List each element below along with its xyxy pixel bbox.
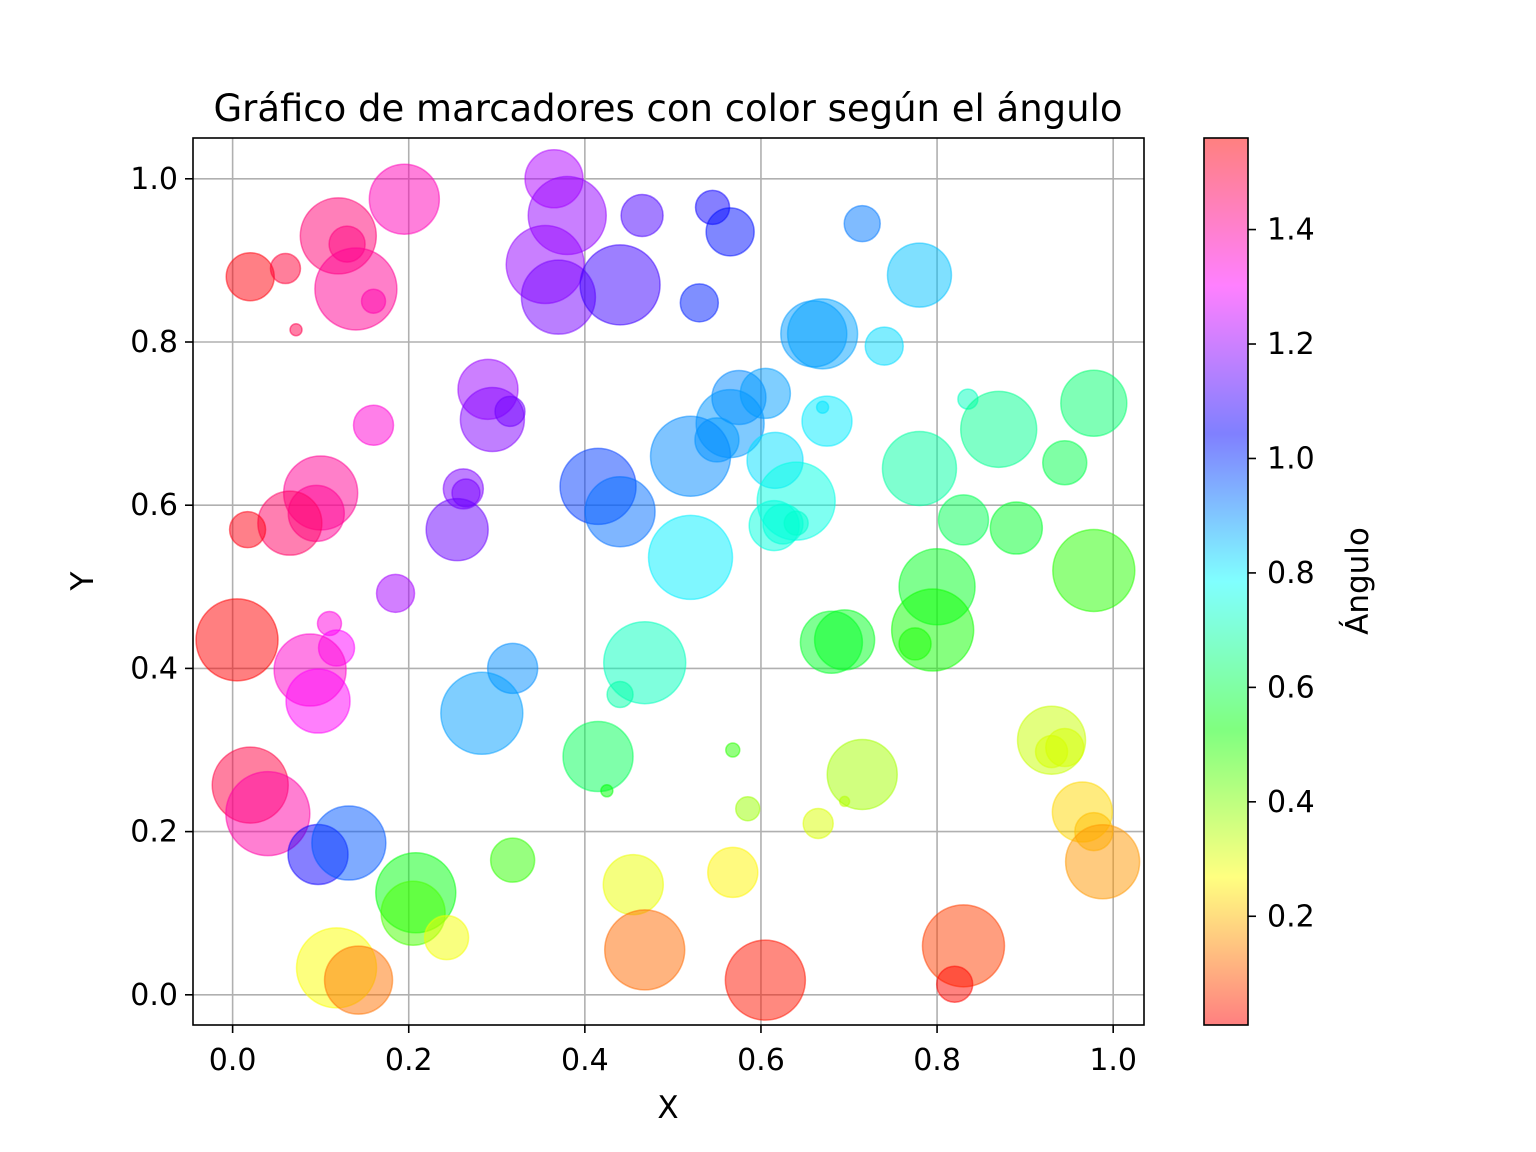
scatter-point [935,965,974,1003]
scatter-point [735,796,761,822]
scatter-point [368,163,441,235]
scatter-point [289,323,303,337]
scatter-point [603,909,686,991]
scatter-point [813,609,876,671]
colorbar [1203,137,1249,1026]
scatter-point [649,415,732,497]
colorbar-label: Ángulo [1340,527,1376,635]
scatter-point [898,627,932,661]
scatter-point [705,207,755,257]
x-tick-label: 1.0 [1089,1043,1137,1078]
scatter-point [579,244,661,326]
scatter-point [562,720,634,793]
scatter-point [989,501,1044,555]
scatter-point [489,837,536,883]
y-tick-label: 0.2 [130,815,178,850]
scatter-point [801,395,853,447]
scatter-point [886,242,953,308]
scatter-point [600,784,614,798]
x-axis-label: X [657,1090,678,1126]
scatter-point [890,588,975,672]
scatter-point [323,945,394,1015]
scatter-point [1042,440,1088,486]
scatter-point [425,497,489,562]
scatter-point [826,738,898,811]
scatter-point [707,846,759,899]
scatter-point [228,510,267,549]
colorbar-tick-label: 1.0 [1267,441,1315,476]
scatter-point [314,247,398,331]
scatter-point [724,939,807,1021]
y-tick-label: 1.0 [130,162,178,197]
plot-frame [192,137,1145,1026]
scatter-point [311,805,387,881]
scatter-point [423,914,470,961]
colorbar-tick-label: 0.2 [1267,899,1315,934]
scatter-point [725,742,741,758]
scatter-point [1060,369,1128,437]
data-points [195,149,1141,1021]
scatter-point [1064,824,1141,900]
y-tick-label: 0.6 [130,488,178,523]
scatter-point [225,770,311,857]
y-tick-label: 0.8 [130,325,178,360]
colorbar-tick-label: 0.4 [1267,785,1315,820]
scatter-point [783,510,809,536]
y-axis-label: Y [65,571,101,591]
y-tick-label: 0.4 [130,651,178,686]
scatter-point [269,252,302,285]
scatter-point [937,494,990,546]
scatter-point [959,390,1038,469]
x-tick-label: 0.4 [561,1043,609,1078]
scatter-point [1052,528,1136,613]
scatter-point [494,395,526,428]
scatter-point [802,807,834,840]
scatter-point [606,680,634,709]
scatter-point [375,573,416,614]
y-tick-label: 0.0 [130,978,178,1013]
scatter-point [1045,727,1085,768]
scatter-point [225,251,275,302]
scatter-point [602,853,665,916]
x-tick-label: 0.2 [385,1043,433,1078]
scatter-point [285,668,351,734]
scatter-point [620,193,664,238]
axis-ticks: 0.0 0.2 0.4 0.6 0.8 1.0 0.0 0.2 0.4 0.6 0.8 1.0 [130,162,1137,1078]
scatter-point [360,288,387,314]
colorbar-tick-label: 0.8 [1267,556,1315,591]
scatter-point [647,514,734,601]
chart-title: Gráfico de marcadores con color según el… [213,87,1122,130]
colorbar-tick-label: 1.2 [1267,327,1315,362]
scatter-point [679,283,720,323]
colorbar-tick-label: 1.4 [1267,213,1315,248]
colorbar-tick-label: 0.6 [1267,670,1315,705]
scatter-point [257,490,323,556]
x-tick-label: 0.6 [737,1043,785,1078]
scatter-point [584,475,656,548]
scatter-point [786,298,859,370]
scatter-point [843,204,881,243]
scatter-point [440,671,524,756]
scatter-point [864,326,904,366]
scatter-point [352,404,395,446]
x-tick-label: 0.8 [913,1043,961,1078]
scatter-point [881,430,958,507]
x-tick-label: 0.0 [209,1043,257,1078]
colorbar-ticks: 0.2 0.4 0.6 0.8 1.0 1.2 1.4 [1248,213,1315,934]
scatter-point [195,598,279,682]
